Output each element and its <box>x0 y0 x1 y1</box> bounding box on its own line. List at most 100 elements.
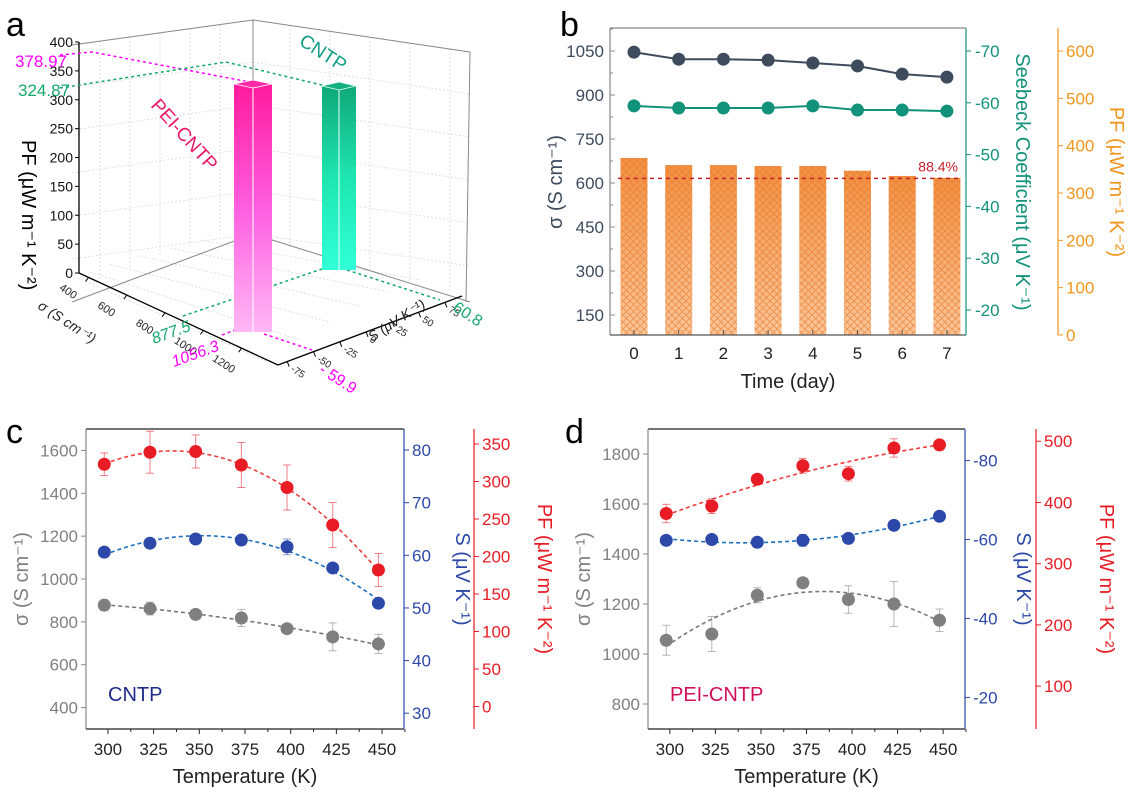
x-tick-mark <box>238 347 243 353</box>
s-axis-label: S (μV K⁻¹) <box>1012 532 1034 625</box>
x-tick-label: 400 <box>57 282 79 302</box>
x-tick-label: 375 <box>231 740 259 759</box>
x-tick-label: 400 <box>838 740 866 759</box>
sigma-point <box>189 607 203 621</box>
y-tick-mark <box>339 341 343 348</box>
seebeck-point <box>716 101 730 115</box>
x-tick-label: 3 <box>763 344 772 363</box>
pf-tick-label: 500 <box>1044 432 1072 451</box>
seebeck-tick-label: -20 <box>975 301 1000 320</box>
left-tick-label: 800 <box>612 695 640 714</box>
left-tick-label: 1000 <box>602 645 640 664</box>
z-tick-label: 400 <box>50 34 74 50</box>
s-point <box>705 533 719 547</box>
panel-a-x-axis-label: σ (S cm⁻¹) <box>35 297 99 346</box>
sigma-point <box>851 59 864 73</box>
x-tick-label: 5 <box>853 344 862 363</box>
series-line-seebeck <box>633 104 947 113</box>
seebeck-point <box>761 101 775 115</box>
s-tick-label: -20 <box>973 688 998 707</box>
seebeck-point <box>895 103 909 117</box>
x-tick-label: 400 <box>277 740 305 759</box>
left-tick-label: 1200 <box>40 527 78 546</box>
s-tick-label: 80 <box>412 441 431 460</box>
left-tick-label: 150 <box>576 306 604 325</box>
cntp-pf-guide <box>59 61 331 89</box>
bar-label-cntp: CNTP <box>295 31 350 77</box>
s-point <box>750 535 764 549</box>
x-tick-label: 4 <box>808 344 817 363</box>
left-tick-label: 1200 <box>602 595 640 614</box>
series-line-sigma <box>633 51 947 79</box>
x-axis-label: Time (day) <box>741 371 836 393</box>
s-point <box>796 533 810 547</box>
left-axis-label: σ (S cm⁻¹) <box>11 532 33 626</box>
pf-bar-hatch <box>888 175 916 335</box>
left-tick-label: 300 <box>576 262 604 281</box>
pf-bar-hatch <box>754 166 782 335</box>
s-tick-label: 40 <box>412 652 431 671</box>
pf-bar-hatch <box>709 165 737 335</box>
seebeck-point <box>851 103 864 117</box>
x-tick-label: 2 <box>719 344 728 363</box>
pf-axis-label: PF (μW m⁻¹ K⁻²) <box>1105 107 1127 257</box>
y-tick-label: 0 <box>367 334 378 346</box>
x-tick-mark <box>161 312 166 318</box>
sigma-point <box>841 593 855 606</box>
sigma-point <box>705 627 719 641</box>
s-tick-label: 50 <box>412 599 431 618</box>
seebeck-axis-label: Seebeck Coefficient (μV K⁻¹) <box>1011 53 1033 310</box>
s-point <box>143 536 157 550</box>
pei-cntp-s-value: - 59.9 <box>316 361 360 398</box>
pf-tick-label: 100 <box>1066 279 1094 298</box>
x-tick-label: 300 <box>656 740 684 759</box>
pf-tick-label: 400 <box>1066 137 1094 156</box>
s-point <box>887 518 901 532</box>
left-tick-label: 1800 <box>602 445 640 464</box>
pf-point <box>143 445 157 459</box>
x-tick-label: 350 <box>185 740 213 759</box>
y-tick-label: -75 <box>289 364 307 381</box>
z-tick-label: 350 <box>50 63 74 79</box>
x-tick-label: 300 <box>94 740 122 759</box>
sigma-point <box>97 598 111 612</box>
pf-point <box>371 563 385 577</box>
left-tick-label: 1000 <box>40 570 78 589</box>
pei-cntp-s-guide <box>263 333 313 351</box>
pf-axis-label: PF (μW m⁻¹ K⁻²) <box>1095 504 1117 654</box>
z-tick-label: 100 <box>50 207 74 223</box>
y-tick-mark <box>391 321 395 328</box>
x-tick-label: 0 <box>629 344 638 363</box>
pf-point <box>234 458 248 472</box>
pf-tick-label: 250 <box>482 510 510 529</box>
x-tick-label: 425 <box>322 740 350 759</box>
pf-tick-label: 350 <box>482 435 510 454</box>
seebeck-point <box>806 99 820 113</box>
pf-tick-label: 150 <box>482 585 510 604</box>
x-tick-label: 1 <box>674 344 683 363</box>
pf-point <box>97 457 111 471</box>
left-tick-label: 750 <box>576 130 604 149</box>
y-tick-mark <box>286 361 290 367</box>
seebeck-point <box>940 104 954 118</box>
bar-label-pei-cntp: PEI-CNTP <box>146 95 221 175</box>
panel-letter-b: b <box>560 6 579 44</box>
panel-d-pei-cntp-temperature-chart: 300 325 350 375 400 425 450 Temperature (K) 800 1… <box>573 428 1117 788</box>
x-tick-label: 7 <box>942 344 951 363</box>
sigma-point <box>143 602 157 616</box>
seebeck-point <box>672 101 686 115</box>
left-tick-label: 1400 <box>40 484 78 503</box>
pf-tick-label: 300 <box>482 473 510 492</box>
z-tick-label: 250 <box>50 121 74 137</box>
x-tick-label: 425 <box>883 740 911 759</box>
s-point <box>280 540 294 554</box>
s-point <box>234 533 248 547</box>
x-tick-mark <box>199 330 204 335</box>
y-tick-mark <box>418 312 422 318</box>
pf-axis-label: PF (μW m⁻¹ K⁻²) <box>533 504 555 654</box>
s-tick-label: 30 <box>412 704 431 723</box>
pf-tick-label: 600 <box>1066 42 1094 61</box>
